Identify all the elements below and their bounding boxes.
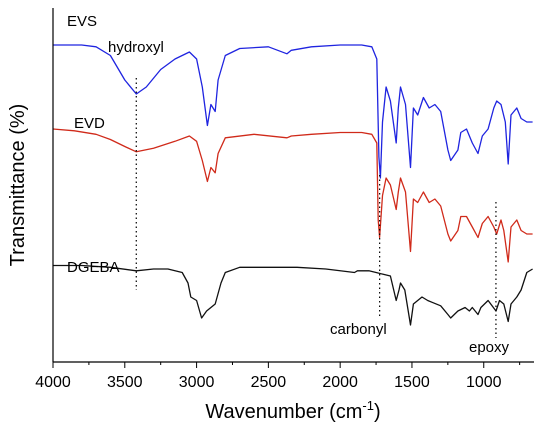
- annotation-carbonyl: carbonyl: [330, 321, 387, 338]
- x-tick-label-4000: 4000: [35, 374, 71, 391]
- series-layer: [52, 44, 533, 326]
- annotation-hydroxyl: hydroxyl: [108, 39, 164, 56]
- series-line-evs: [53, 44, 533, 179]
- x-tick-label-1000: 1000: [466, 374, 502, 391]
- x-ticks: 4000 3500 3000 2500 2000 1500 1000: [35, 362, 521, 391]
- series-line-dgeba: [53, 264, 533, 326]
- series-label-evd: EVD: [74, 115, 105, 132]
- x-tick-label-3000: 3000: [179, 374, 215, 391]
- x-tick-label-2500: 2500: [251, 374, 287, 391]
- series-label-evs: EVS: [67, 13, 97, 30]
- reference-lines: [135, 78, 497, 338]
- x-tick-label-2000: 2000: [322, 374, 358, 391]
- series-label-dgeba: DGEBA: [67, 259, 120, 276]
- y-axis-title: Transmittance (%): [7, 104, 29, 267]
- series-line-evd: [52, 128, 533, 263]
- x-tick-label-1500: 1500: [394, 374, 430, 391]
- x-tick-label-3500: 3500: [107, 374, 143, 391]
- x-axis-title: Wavenumber (cm-1): [205, 398, 380, 423]
- annotation-epoxy: epoxy: [469, 339, 510, 356]
